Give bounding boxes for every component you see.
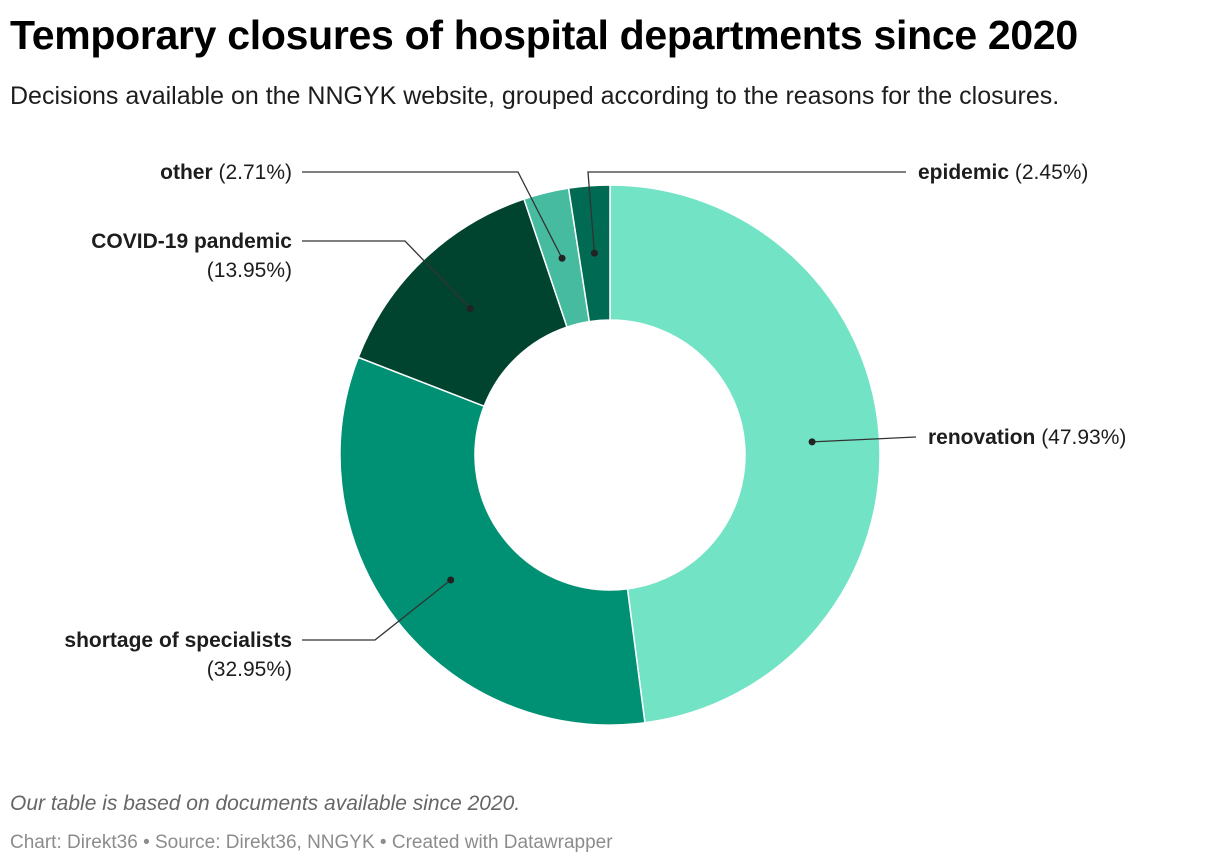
donut-slices <box>339 184 881 726</box>
leader-dot <box>808 438 816 446</box>
slice-shortage-of-specialists[interactable] <box>339 356 646 726</box>
slice-name: COVID-19 pandemic <box>91 230 292 253</box>
leader-line <box>302 240 471 310</box>
slice-label: COVID-19 pandemic (13.95%) <box>91 230 474 313</box>
slice-covid-19-pandemic[interactable] <box>357 198 568 408</box>
slice-label: other (2.71%) <box>160 161 566 262</box>
slice-name: other <box>160 161 213 184</box>
slice-label: epidemic (2.45%) <box>587 161 1088 257</box>
leader-line <box>302 171 563 259</box>
leader-dot <box>558 254 566 262</box>
slice-renovation[interactable] <box>609 184 881 724</box>
byline-source-label: Source: <box>155 832 221 853</box>
chart-title: Temporary closures of hospital departmen… <box>10 12 1078 58</box>
slice-label: renovation (47.93%) <box>808 426 1126 449</box>
slice-label-text: epidemic (2.45%) <box>918 161 1088 184</box>
byline-separator: • <box>143 832 150 853</box>
chart-byline: Chart: Direkt36 • Source: Direkt36, NNGY… <box>10 832 613 854</box>
slice-value: (47.93%) <box>1035 426 1126 449</box>
byline-created-with[interactable]: Created with Datawrapper <box>391 832 613 853</box>
byline-chart-label: Chart: <box>10 832 62 853</box>
donut-labels: renovation (47.93%) shortage of specialis… <box>64 161 1126 681</box>
slice-epidemic[interactable] <box>567 184 611 323</box>
chart-subtitle: Decisions available on the NNGYK website… <box>10 82 1060 110</box>
leader-dot <box>447 576 455 584</box>
slice-label-text: renovation (47.93%) <box>928 426 1126 449</box>
slice-name: renovation <box>928 426 1035 449</box>
leader-dot <box>590 249 598 257</box>
slice-label-text: other (2.71%) <box>160 161 292 184</box>
leader-line <box>587 171 906 254</box>
slice-value: (32.95%) <box>207 658 292 681</box>
leader-line <box>302 579 452 641</box>
chart-notes: Our table is based on documents availabl… <box>10 792 521 815</box>
byline-separator: • <box>379 832 387 853</box>
slice-value: (2.71%) <box>213 161 292 184</box>
leader-dot <box>466 305 474 313</box>
slice-name: epidemic <box>918 161 1009 184</box>
byline-chart-author[interactable]: Direkt36 <box>67 832 138 853</box>
slice-label: shortage of specialists (32.95%) <box>64 576 455 681</box>
leader-line <box>812 436 917 443</box>
slice-value: (2.45%) <box>1009 161 1088 184</box>
slice-value: (13.95%) <box>207 259 292 282</box>
byline-source[interactable]: Direkt36, NNGYK <box>225 832 375 853</box>
slice-name: shortage of specialists <box>64 629 292 652</box>
